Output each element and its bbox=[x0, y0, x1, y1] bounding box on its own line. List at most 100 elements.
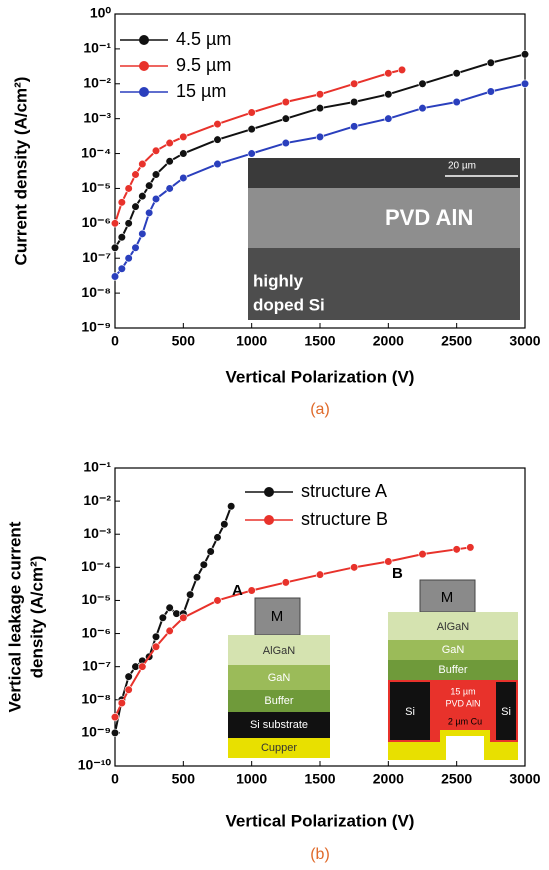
series-line bbox=[114, 546, 471, 718]
point bbox=[520, 50, 530, 59]
y-tick-label: 10⁻² bbox=[83, 492, 111, 508]
point bbox=[350, 563, 359, 572]
inset-label: GaN bbox=[268, 672, 291, 684]
point bbox=[138, 662, 147, 671]
y-tick-label: 10⁻⁸ bbox=[81, 284, 111, 300]
point bbox=[213, 159, 222, 169]
x-tick-label: 2500 bbox=[441, 771, 472, 787]
x-tick-label: 3000 bbox=[509, 771, 540, 787]
point bbox=[466, 543, 475, 552]
point bbox=[418, 79, 427, 88]
x-tick-label: 3000 bbox=[509, 333, 540, 349]
layer bbox=[388, 612, 518, 640]
point bbox=[350, 122, 359, 131]
point bbox=[384, 114, 393, 123]
point bbox=[206, 547, 215, 556]
point bbox=[124, 672, 133, 681]
x-tick-label: 500 bbox=[172, 333, 196, 349]
point bbox=[110, 243, 120, 252]
y-axis-title: density (A/cm²) bbox=[27, 556, 46, 679]
point bbox=[151, 632, 161, 641]
inset-label: M bbox=[441, 589, 454, 606]
point bbox=[165, 626, 174, 636]
inset-label: 2 µm Cu bbox=[448, 716, 482, 726]
x-axis-title: Vertical Polarization (V) bbox=[226, 367, 415, 386]
point bbox=[520, 79, 530, 88]
y-tick-label: 10⁻⁷ bbox=[82, 249, 111, 265]
x-tick-label: 0 bbox=[111, 333, 119, 349]
point bbox=[384, 557, 393, 566]
x-tick-label: 500 bbox=[172, 771, 196, 787]
inset-top bbox=[248, 158, 520, 188]
legend-label: 9.5 µm bbox=[176, 55, 231, 75]
point bbox=[124, 254, 133, 263]
structure-inset: A M AlGaN GaN Buffer Si substrate Cupper… bbox=[228, 565, 518, 760]
point bbox=[124, 219, 133, 228]
point bbox=[213, 596, 222, 605]
x-tick-label: 0 bbox=[111, 771, 119, 787]
point bbox=[117, 264, 126, 273]
point bbox=[179, 173, 188, 183]
layer bbox=[446, 736, 484, 760]
point bbox=[220, 520, 229, 529]
x-tick-label: 1500 bbox=[304, 771, 335, 787]
point bbox=[179, 132, 188, 142]
inset-label: PVD AlN bbox=[385, 205, 473, 230]
point bbox=[213, 533, 222, 542]
point bbox=[418, 550, 427, 559]
scale-label: 20 µm bbox=[448, 161, 476, 172]
legend-label: structure B bbox=[301, 509, 388, 529]
point bbox=[131, 202, 140, 211]
y-tick-label: 10⁻⁶ bbox=[82, 214, 111, 230]
inset-layer bbox=[248, 188, 520, 248]
inset-label: B bbox=[392, 565, 403, 582]
point bbox=[397, 65, 407, 74]
inset-label: PVD AlN bbox=[445, 698, 480, 708]
point bbox=[179, 613, 188, 622]
y-axis-title: Vertical leakage current bbox=[5, 521, 24, 712]
y-tick-label: 10⁻⁴ bbox=[81, 558, 111, 574]
y-tick-label: 10⁻⁶ bbox=[82, 624, 111, 640]
legend-label: structure A bbox=[301, 481, 387, 501]
inset-label: 15 µm bbox=[450, 686, 475, 696]
point bbox=[110, 728, 120, 737]
layer bbox=[228, 712, 330, 738]
inset-label: Si bbox=[405, 706, 415, 718]
point bbox=[172, 609, 181, 618]
y-tick-label: 10⁰ bbox=[90, 5, 112, 21]
metal bbox=[419, 579, 476, 613]
legend-marker bbox=[139, 87, 149, 97]
layer bbox=[228, 690, 330, 712]
point bbox=[281, 97, 290, 107]
point bbox=[110, 272, 120, 281]
point bbox=[131, 170, 140, 179]
point bbox=[151, 194, 161, 204]
metal bbox=[254, 597, 301, 636]
point bbox=[227, 502, 236, 511]
x-axis-title: Vertical Polarization (V) bbox=[226, 811, 415, 830]
point bbox=[315, 90, 325, 99]
point bbox=[281, 578, 290, 587]
y-tick-label: 10⁻⁹ bbox=[81, 319, 111, 335]
point bbox=[124, 184, 133, 193]
point bbox=[138, 159, 147, 169]
inset-label: Si substrate bbox=[250, 719, 308, 731]
y-tick-label: 10⁻² bbox=[83, 74, 111, 90]
x-tick-label: 1000 bbox=[236, 771, 267, 787]
point bbox=[165, 138, 174, 148]
inset-label: highly bbox=[253, 271, 304, 290]
caption: (a) bbox=[310, 401, 330, 418]
chart: 0 500 1000 1500 2000 2500 3000 10⁻¹⁰ 10⁻⁹ 10⁻⁸ 10⁻… bbox=[5, 459, 540, 864]
x-tick-label: 2000 bbox=[373, 333, 404, 349]
point bbox=[131, 662, 140, 671]
x-tick-label: 1000 bbox=[236, 333, 267, 349]
series-line bbox=[114, 505, 233, 734]
point bbox=[247, 125, 256, 134]
point bbox=[247, 149, 256, 158]
y-tick-label: 10⁻¹ bbox=[83, 40, 111, 56]
point bbox=[186, 590, 195, 599]
inset-label: AlGaN bbox=[437, 621, 469, 633]
inset-label: Si bbox=[501, 706, 511, 718]
y-tick-label: 10⁻⁵ bbox=[81, 179, 111, 195]
point bbox=[452, 69, 461, 78]
